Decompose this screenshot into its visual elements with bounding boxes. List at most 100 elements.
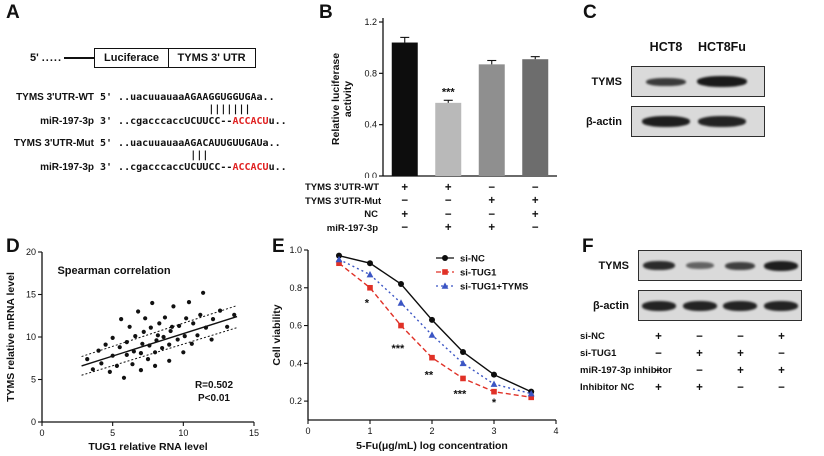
- condition-value: +: [696, 347, 703, 360]
- svg-text:0: 0: [305, 426, 310, 436]
- panel-c-letter: C: [583, 2, 597, 23]
- cell-line-label-hct8fu: HCT8Fu: [698, 40, 746, 54]
- svg-text:0.6: 0.6: [289, 321, 302, 331]
- base-pairing-row: |||||||: [6, 105, 287, 115]
- svg-text:*: *: [365, 298, 370, 310]
- panel-c-western-blot: C HCT8 HCT8Fu TYMS β-actin: [567, 0, 824, 230]
- svg-text:0.0: 0.0: [364, 171, 377, 178]
- svg-text:0.4: 0.4: [289, 358, 302, 368]
- sequence-row: TYMS 3'UTR-Mut 5' ..uacuuauaaAGACAUUGUUGA…: [6, 136, 287, 151]
- sequence-text: 3' ..cgacccaccUCUUCC--ACCACUu..: [100, 116, 287, 127]
- sequence-text: 5' ..uacuuauaaAGACAUUGUUGAUa..: [100, 138, 281, 149]
- svg-text:1: 1: [367, 426, 372, 436]
- condition-row: TYMS 3'UTR-Mut − − + +: [305, 195, 557, 209]
- protein-band: [685, 262, 714, 269]
- cell-viability-line-chart: 0.2 0.4 0.6 0.8 1.0 0 1 2 3 4 si-NC si-TUG1 si-TUG1+…: [271, 245, 559, 452]
- svg-text:***: ***: [391, 343, 405, 355]
- panel-a-letter: A: [6, 2, 20, 23]
- svg-text:10: 10: [178, 428, 188, 438]
- sequence-name: miR-197-3p: [40, 162, 94, 173]
- condition-value: +: [737, 347, 744, 360]
- western-blot-rows: TYMS β-actin: [574, 250, 802, 330]
- condition-value: −: [531, 222, 539, 235]
- condition-value: +: [488, 222, 496, 235]
- blot-row: TYMS: [575, 66, 765, 97]
- condition-value: −: [401, 222, 409, 235]
- condition-value: +: [401, 181, 409, 194]
- condition-row: NC + − − +: [305, 208, 557, 222]
- svg-text:0: 0: [31, 417, 36, 427]
- protein-band: [642, 116, 691, 127]
- panel-f-condition-table: si-NC + − − + si-TUG1− + + − miR-197-3p inhibitor…: [574, 328, 802, 396]
- svg-text:***: ***: [442, 86, 456, 98]
- condition-value: +: [696, 381, 703, 394]
- condition-label: miR-197-3p inhibitor: [580, 365, 672, 376]
- panel-a-sequence-alignment: A 5' ..... Luciferace TYMS 3' UTR TYMS 3…: [0, 0, 305, 230]
- condition-value: +: [655, 330, 662, 343]
- spearman-scatter-plot: 0 5 10 15 20 0 5 10 15 Spearman correlation R=0.50…: [5, 247, 259, 453]
- protein-band: [725, 261, 756, 270]
- svg-text:***: ***: [453, 388, 467, 400]
- condition-row: miR-197-3p − + + −: [305, 222, 557, 236]
- svg-text:0: 0: [39, 428, 44, 438]
- protein-band: [763, 300, 798, 311]
- condition-value: +: [444, 181, 452, 194]
- condition-value: +: [778, 330, 785, 343]
- condition-row: TYMS 3'UTR-WT + + − −: [305, 181, 557, 195]
- svg-text:10: 10: [26, 332, 36, 342]
- blot-protein-label: TYMS: [591, 75, 622, 88]
- blot-protein-label: β-actin: [585, 115, 622, 128]
- sequence-row: miR-197-3p 3' ..cgacccaccUCUUCC--ACCACUu.…: [6, 160, 287, 175]
- condition-value: +: [488, 195, 496, 208]
- condition-value: +: [401, 208, 409, 221]
- series-markers: [335, 255, 535, 397]
- svg-text:0.8: 0.8: [364, 68, 377, 78]
- blot-membrane: [631, 106, 765, 137]
- svg-text:20: 20: [26, 247, 36, 257]
- panel-e-cell-viability: E 0.2 0.4 0.6 0.8 1.0 0 1 2 3 4 si-NC si-TUG1 si-TUG…: [268, 230, 568, 456]
- condition-value: −: [655, 347, 662, 360]
- sequence-row: miR-197-3p 3' ..cgacccaccUCUUCC--ACCACUu.…: [6, 114, 287, 129]
- condition-row: miR-197-3p inhibitor − − + +: [574, 362, 802, 379]
- condition-value: −: [737, 330, 744, 343]
- series-line: [338, 258, 532, 395]
- svg-text:si-TUG1: si-TUG1: [460, 268, 497, 279]
- protein-band: [643, 261, 676, 270]
- condition-value: −: [444, 195, 452, 208]
- blot-row: β-actin: [574, 290, 802, 321]
- luciferase-reporter-construct: 5' ..... Luciferace TYMS 3' UTR: [30, 48, 256, 68]
- condition-label: miR-197-3p: [326, 222, 378, 234]
- svg-text:5: 5: [110, 428, 115, 438]
- svg-text:2: 2: [429, 426, 434, 436]
- blot-membrane: [631, 66, 765, 97]
- condition-value: −: [696, 330, 703, 343]
- sequence-text: 5' ..uacuuauaaAGAAGGUGGUGAa..: [100, 92, 275, 103]
- sequence-name: TYMS 3'UTR-Mut: [13, 138, 94, 149]
- sequence-alignment-rows: TYMS 3'UTR-WT 5' ..uacuuauaaAGAAGGUGGUGAa…: [6, 90, 287, 175]
- panel-e-letter: E: [272, 236, 285, 257]
- condition-value: +: [737, 364, 744, 377]
- protein-band: [696, 76, 747, 87]
- condition-label: TYMS 3'UTR-Mut: [305, 195, 382, 207]
- panel-d-correlation: D 0 5 10 15 20 0 5 10 15 Spearman correlation R=0.…: [0, 230, 266, 456]
- cell-line-label-hct8: HCT8: [649, 40, 683, 54]
- bar: [435, 102, 462, 176]
- svg-text:R=0.502: R=0.502: [195, 380, 234, 391]
- sequence-text: 3' ..cgacccaccUCUUCC--ACCACUu..: [100, 162, 287, 173]
- condition-value: −: [737, 381, 744, 394]
- luciferase-bar-chart: 0.0 0.4 0.8 1.2 *** Relative luciferase activi…: [330, 17, 557, 178]
- confidence-line: [81, 305, 238, 358]
- base-pairing-row: |||: [6, 151, 287, 161]
- condition-value: −: [655, 364, 662, 377]
- western-blot-rows: TYMS β-actin: [575, 66, 765, 146]
- condition-value: +: [531, 195, 539, 208]
- protein-band: [646, 77, 687, 86]
- condition-value: +: [531, 208, 539, 221]
- blot-protein-label: TYMS: [598, 259, 629, 272]
- protein-band: [697, 116, 746, 127]
- condition-value: −: [778, 347, 785, 360]
- blot-membrane: [638, 290, 802, 321]
- panel-f-letter: F: [582, 236, 594, 257]
- condition-value: −: [696, 364, 703, 377]
- legend: si-NC si-TUG1 si-TUG1+TYMS: [436, 254, 528, 293]
